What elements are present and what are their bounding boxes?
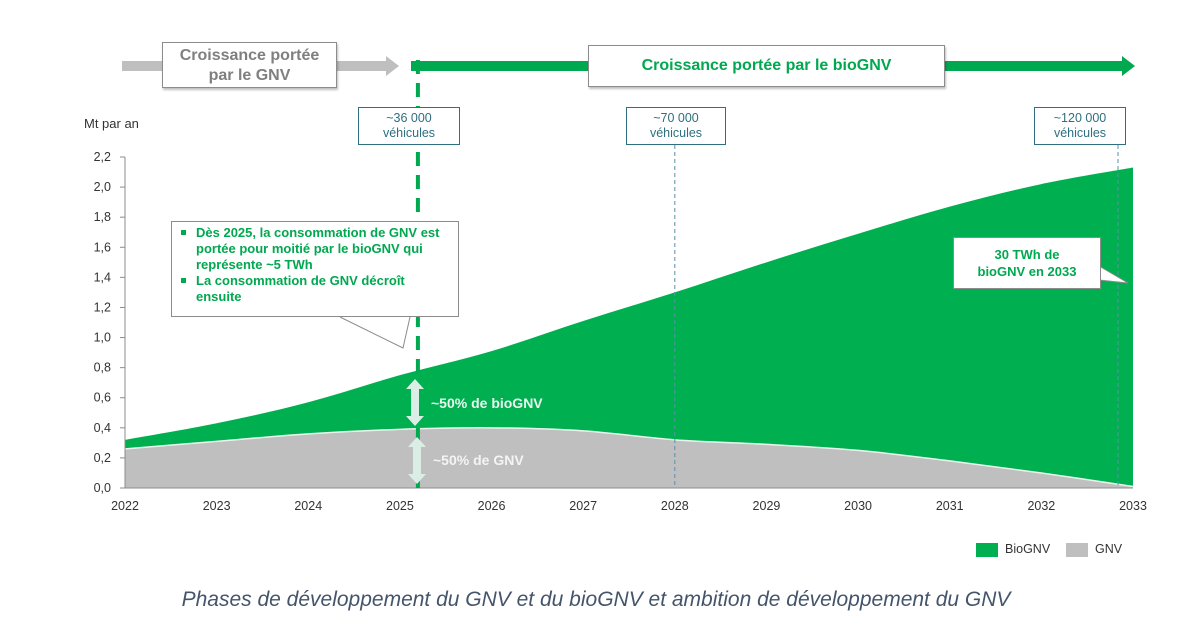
legend-item-biognv: BioGNV	[976, 542, 1050, 557]
y-tick-label: 2,0	[94, 180, 111, 194]
y-tick-label: 1,0	[94, 331, 111, 345]
y-tick-label: 2,2	[94, 150, 111, 164]
y-tick-label: 0,8	[94, 361, 111, 375]
x-tick-label: 2031	[936, 499, 964, 513]
y-tick-label: 0,0	[94, 481, 111, 495]
y-tick-label: 1,8	[94, 210, 111, 224]
phase-bio-arrowhead-icon	[1122, 56, 1135, 76]
y-tick-label: 1,6	[94, 240, 111, 254]
callout-2033-note: 30 TWh de bioGNV en 2033	[953, 237, 1101, 289]
x-tick-label: 2030	[844, 499, 872, 513]
x-tick-label: 2027	[569, 499, 597, 513]
vehicle-marker-2033: ~120 000 véhicules	[1034, 107, 1126, 145]
phase-gnv-box: Croissance portée par le GNV	[162, 42, 337, 88]
vehicle-marker-2025: ~36 000 véhicules	[358, 107, 460, 145]
bullet-square-icon	[181, 230, 186, 235]
x-tick-label: 2023	[203, 499, 231, 513]
phase-bio-arrow-body	[411, 61, 588, 71]
x-tick-label: 2025	[386, 499, 414, 513]
area-biognv	[125, 167, 1133, 487]
gnv-boundary-line	[124, 427, 1134, 488]
phase-gnv-arrow-tail	[122, 61, 162, 71]
phase-gnv-label: Croissance portée par le GNV	[179, 47, 320, 84]
phase-biognv-box: Croissance portée par le bioGNV	[588, 45, 945, 87]
y-tick-label: 0,6	[94, 391, 111, 405]
x-tick-label: 2024	[294, 499, 322, 513]
y-axis-label: Mt par an	[84, 116, 139, 131]
share-biognv-label: ~50% de bioGNV	[431, 395, 543, 411]
callout-bullet: Dès 2025, la consommation de GNV est por…	[178, 225, 452, 273]
vehicle-unit: véhicules	[1053, 126, 1107, 140]
legend-swatch-biognv	[976, 542, 998, 557]
vehicle-count: ~36 000	[386, 111, 432, 125]
x-tick-label: 2022	[111, 499, 139, 513]
y-tick-label: 1,2	[94, 300, 111, 314]
area-gnv	[125, 427, 1133, 488]
share-gnv-label: ~50% de GNV	[433, 452, 524, 468]
phase-biognv-label: Croissance portée par le bioGNV	[641, 57, 892, 74]
y-tick-label: 0,2	[94, 451, 111, 465]
vehicle-unit: véhicules	[382, 126, 436, 140]
x-tick-label: 2026	[478, 499, 506, 513]
vehicle-count: ~70 000	[653, 111, 699, 125]
y-tick-label: 1,4	[94, 270, 111, 284]
legend-swatch-gnv	[1066, 542, 1088, 557]
figure-caption: Phases de développement du GNV et du bio…	[181, 588, 1011, 611]
vehicle-unit: véhicules	[649, 126, 703, 140]
y-tick-label: 0,4	[94, 421, 111, 435]
legend-item-gnv: GNV	[1066, 542, 1122, 557]
phase-gnv-arrow-body	[337, 61, 387, 71]
callout-pointer	[339, 316, 411, 349]
x-tick-label: 2033	[1119, 499, 1147, 513]
x-tick-label: 2028	[661, 499, 689, 513]
vehicle-marker-2028: ~70 000 véhicules	[626, 107, 726, 145]
phase-bio-arrow-body-right	[945, 61, 1123, 71]
double-arrow-gnv-icon	[408, 437, 426, 484]
callout-2025-note: Dès 2025, la consommation de GNV est por…	[171, 221, 459, 317]
x-tick-label: 2029	[753, 499, 781, 513]
phase-gnv-arrowhead-icon	[386, 56, 399, 76]
callout-bullet: La consommation de GNV décroît ensuite	[178, 273, 452, 305]
bullet-square-icon	[181, 278, 186, 283]
x-tick-label: 2032	[1027, 499, 1055, 513]
double-arrow-biognv-icon	[406, 379, 424, 426]
vehicle-count: ~120 000	[1053, 111, 1107, 125]
